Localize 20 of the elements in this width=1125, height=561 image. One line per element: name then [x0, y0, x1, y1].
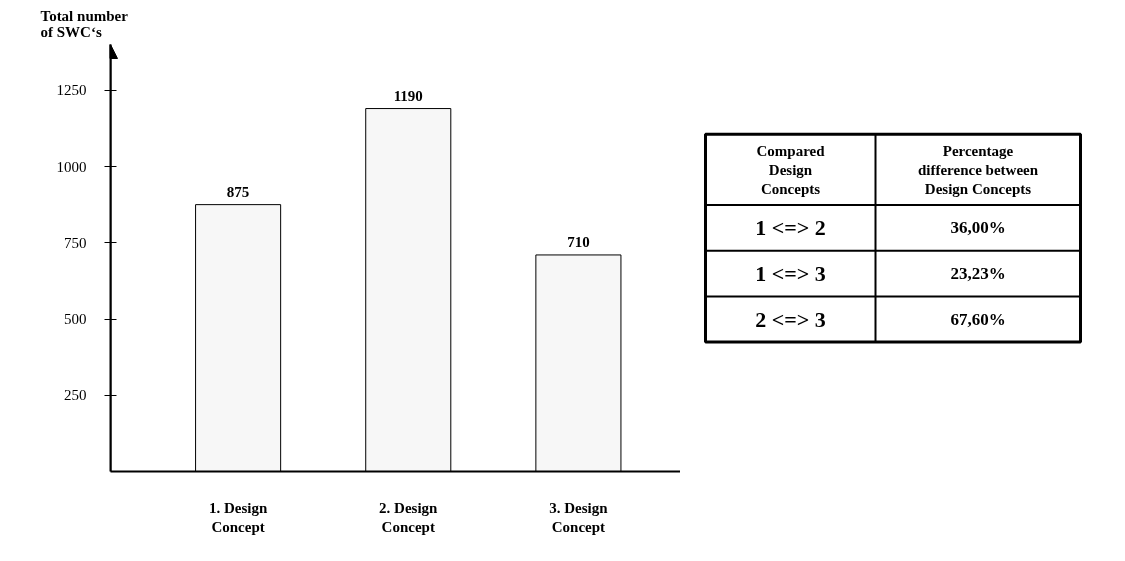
text: 67,60%	[950, 309, 1006, 329]
text: 1 <=> 2	[755, 215, 826, 241]
text: 23,23%	[950, 264, 1006, 284]
data-label: 710	[567, 233, 590, 250]
y-tick-label: 250	[64, 387, 87, 404]
text: 36,00%	[950, 218, 1006, 238]
data-label: 875	[226, 183, 250, 200]
data-label: 1190	[393, 87, 423, 104]
text: 2 <=> 3	[755, 306, 826, 332]
x-tick-label: 3. Design Concept	[549, 499, 609, 535]
y-tick-label: 500	[64, 311, 87, 327]
y-tick-label: 1000	[56, 158, 87, 175]
x-tick-label: 1. Design Concept	[208, 499, 268, 535]
text: 1 <=> 3	[755, 261, 826, 287]
y-axis-title: Total number of SWC‘s	[40, 7, 129, 40]
text: Percentage difference between Design Concepts	[917, 142, 1039, 197]
y-tick-label: 1250	[56, 82, 87, 99]
x-tick-label: 2. Design Concept	[379, 499, 439, 535]
text: Compared Design Concepts	[756, 142, 826, 197]
y-tick-label: 750	[64, 234, 87, 251]
